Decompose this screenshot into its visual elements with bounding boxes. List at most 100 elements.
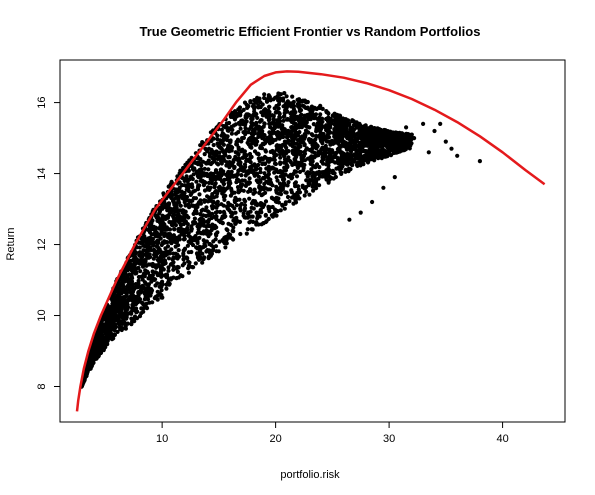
portfolio-point [182, 236, 187, 242]
portfolio-point [139, 300, 144, 305]
portfolio-point [156, 234, 161, 239]
portfolio-point [221, 181, 226, 187]
portfolio-point [421, 121, 426, 126]
portfolio-point [239, 139, 244, 144]
portfolio-point [121, 271, 126, 276]
portfolio-point [132, 252, 138, 257]
portfolio-point [200, 245, 205, 250]
portfolio-point [307, 178, 313, 183]
portfolio-point [314, 186, 319, 191]
portfolio-point [318, 112, 323, 117]
portfolio-point [247, 157, 252, 162]
portfolio-point [363, 132, 368, 137]
portfolio-point [175, 189, 180, 194]
portfolio-point [290, 148, 295, 153]
portfolio-point [242, 208, 247, 213]
portfolio-point [432, 128, 437, 134]
portfolio-point [176, 215, 181, 220]
portfolio-point [161, 267, 166, 272]
portfolio-point [347, 154, 352, 160]
portfolio-point [332, 122, 337, 127]
portfolio-point [155, 293, 160, 298]
portfolio-point [217, 188, 222, 193]
portfolio-point [268, 113, 273, 119]
portfolio-point [276, 186, 281, 192]
portfolio-point [396, 132, 401, 137]
portfolio-point [270, 127, 275, 132]
portfolio-point [285, 116, 290, 122]
portfolio-point [265, 187, 270, 192]
portfolio-point [269, 131, 274, 136]
y-axis: 8 10 12 14 16 [36, 96, 60, 390]
portfolio-point [316, 153, 321, 158]
portfolio-point [268, 136, 273, 141]
portfolio-point [323, 151, 328, 156]
portfolio-point [229, 169, 234, 174]
portfolio-point [327, 177, 332, 182]
portfolio-point [404, 143, 409, 148]
portfolio-point [203, 208, 208, 213]
portfolio-point [186, 215, 191, 220]
portfolio-point [160, 253, 165, 258]
portfolio-point [303, 185, 309, 190]
portfolio-point [195, 185, 201, 190]
portfolio-point [201, 256, 206, 262]
portfolio-point [251, 130, 256, 135]
portfolio-point [287, 158, 292, 163]
portfolio-point [85, 371, 90, 376]
portfolio-point [292, 108, 297, 113]
portfolio-point [258, 179, 263, 184]
portfolio-point [214, 249, 219, 254]
portfolio-point [229, 236, 235, 241]
portfolio-point [286, 155, 291, 160]
portfolio-point [261, 221, 266, 226]
portfolio-point [315, 121, 320, 126]
portfolio-point [228, 138, 233, 143]
portfolio-point [220, 214, 225, 219]
portfolio-point [130, 306, 135, 311]
portfolio-point [171, 222, 176, 227]
portfolio-point [291, 152, 296, 157]
portfolio-point [87, 353, 92, 359]
portfolio-point [270, 214, 275, 219]
y-tick-label: 12 [36, 238, 48, 250]
portfolio-point [230, 127, 235, 132]
portfolio-point [260, 136, 265, 141]
portfolio-point [167, 201, 172, 206]
portfolio-point [274, 213, 279, 218]
portfolio-point [327, 124, 332, 129]
portfolio-point [159, 288, 164, 293]
portfolio-point [351, 132, 356, 137]
portfolio-point [294, 174, 300, 179]
portfolio-point [210, 248, 215, 253]
portfolio-point [113, 303, 118, 308]
portfolio-point [158, 249, 163, 254]
portfolio-point [182, 261, 187, 266]
portfolio-point [274, 121, 279, 126]
portfolio-point [171, 264, 176, 269]
portfolio-point [369, 142, 374, 147]
portfolio-point [186, 231, 191, 236]
portfolio-point [255, 203, 260, 208]
portfolio-point [257, 183, 262, 189]
portfolio-point [272, 207, 278, 212]
portfolio-point [304, 178, 309, 183]
portfolio-point [252, 187, 257, 192]
portfolio-point [209, 204, 214, 209]
portfolio-point [332, 128, 337, 133]
portfolio-point [175, 269, 180, 274]
portfolio-point [117, 298, 122, 303]
portfolio-point [256, 222, 261, 227]
portfolio-point [338, 169, 343, 175]
portfolio-point [185, 177, 191, 182]
portfolio-point [263, 110, 268, 116]
portfolio-point [311, 122, 316, 127]
portfolio-point [248, 100, 253, 105]
portfolio-point [256, 103, 261, 108]
portfolio-point [303, 105, 308, 110]
portfolio-point [184, 194, 190, 200]
portfolio-point [183, 162, 188, 167]
portfolio-point [223, 193, 228, 198]
portfolio-point [208, 161, 214, 167]
